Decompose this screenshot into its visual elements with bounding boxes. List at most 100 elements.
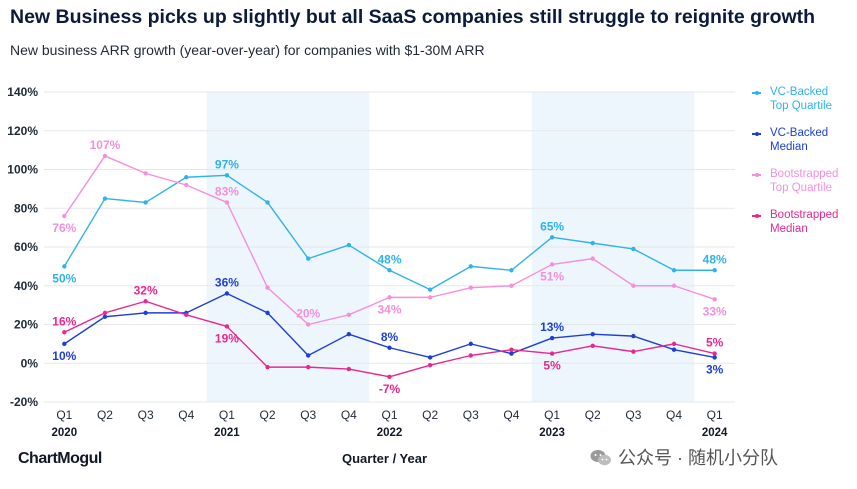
x-year-label: 2020 [52,427,78,439]
data-point-boot_median [671,341,677,347]
data-point-boot_top [631,283,636,288]
watermark: 公众号 · 随机小分队 [590,444,778,470]
legend-marker-icon [752,90,761,95]
data-point-vc_top [184,175,189,180]
data-point-boot_top [671,283,677,288]
data-point-boot_top [387,295,392,300]
data-point-boot_median [468,353,473,358]
data-point-vc_median [712,355,717,360]
data-point-vc_top [143,200,148,205]
data-label: 48% [703,252,727,266]
data-point-vc_median [468,341,473,347]
x-year-label: 2024 [702,427,728,439]
y-tick-label: 60% [14,240,38,254]
legend-label: VC-Backed [770,86,829,98]
x-tick-label: Q1 [544,408,560,422]
x-tick-label: Q2 [260,408,276,422]
x-tick-label: Q4 [503,408,519,422]
data-point-vc_median [306,353,311,358]
data-label: 83% [215,184,239,198]
legend-marker-icon [752,131,761,136]
data-point-vc_median [549,335,555,341]
legend-item-boot-median[interactable]: Bootstrapped Median [750,209,855,236]
data-point-vc_median [143,310,148,316]
data-point-vc_top [549,235,555,240]
y-tick-label: 120% [7,124,38,138]
data-label: 13% [540,320,564,334]
x-year-label: 2021 [214,427,240,439]
chart-title: New Business picks up slightly but all S… [10,6,816,28]
data-point-vc_top [468,264,473,269]
data-point-boot_median [549,351,555,356]
data-point-vc_top [224,173,230,178]
y-tick-label: -20% [10,395,38,409]
data-point-boot_top [509,283,514,288]
x-tick-label: Q4 [178,408,194,422]
x-tick-label: Q4 [666,408,682,422]
x-tick-label: Q4 [341,408,357,422]
data-point-vc_top [387,268,392,273]
data-label: 33% [703,304,727,318]
x-tick-label: Q2 [422,408,438,422]
data-label: 65% [540,219,564,233]
legend-label: Bootstrapped [770,209,839,221]
x-year-label: 2022 [377,427,403,439]
data-point-boot_median [712,351,717,356]
data-point-vc_top [306,256,311,261]
data-point-vc_median [509,351,514,356]
data-label: 5% [706,336,724,350]
data-point-boot_top [346,312,352,318]
legend-marker-icon [752,172,761,177]
data-label: 34% [377,302,401,316]
data-point-boot_median [427,362,433,368]
data-point-vc_median [387,345,392,350]
brand-logo: ChartMogul [18,450,102,467]
legend-marker-icon [752,213,761,218]
data-point-vc_top [265,200,270,205]
legend-item-vc-median[interactable]: VC-Backed Median [750,127,855,154]
data-label: 107% [90,138,121,152]
data-point-boot_top [62,213,67,219]
data-point-boot_median [306,364,311,370]
data-point-vc_median [427,355,433,360]
data-label: 5% [543,359,561,373]
data-point-vc_top [102,196,108,201]
data-label: -7% [379,382,401,396]
data-point-vc_top [631,246,636,252]
data-point-vc_median [671,347,677,352]
data-point-boot_median [184,312,189,318]
x-axis-label: Quarter / Year [342,451,428,466]
data-point-boot_top [184,182,189,188]
legend-label: VC-Backed [770,127,829,139]
x-tick-label: Q1 [707,408,723,422]
data-point-boot_median [265,364,270,370]
data-point-boot_top [549,262,555,267]
x-tick-label: Q1 [219,408,235,422]
wechat-icon [590,450,611,466]
watermark-text: 公众号 · 随机小分队 [618,448,778,468]
legend-label: Median [770,222,808,235]
data-point-vc_median [631,333,636,339]
data-point-boot_top [265,285,270,290]
data-label: 10% [52,349,76,363]
y-tick-label: 100% [7,163,38,177]
data-point-boot_median [143,299,148,304]
y-tick-label: 20% [14,318,38,332]
y-tick-label: 0% [21,356,39,370]
data-label: 32% [134,283,158,297]
legend-item-vc-top[interactable]: VC-Backed Top Quartile [750,86,855,113]
data-point-boot_median [102,310,108,316]
data-point-vc_top [346,242,352,248]
data-label: 16% [52,314,76,328]
data-point-vc_top [671,268,677,273]
data-point-vc_top [509,268,514,273]
legend-label: Top Quartile [770,181,833,194]
legend-label: Top Quartile [770,99,833,112]
data-point-boot_median [62,330,67,335]
data-point-vc_top [427,287,433,292]
x-tick-label: Q2 [97,408,113,422]
data-label: 51% [540,269,564,283]
data-label: 20% [296,307,320,321]
legend-item-boot-top[interactable]: Bootstrapped Top Quartile [750,168,855,195]
